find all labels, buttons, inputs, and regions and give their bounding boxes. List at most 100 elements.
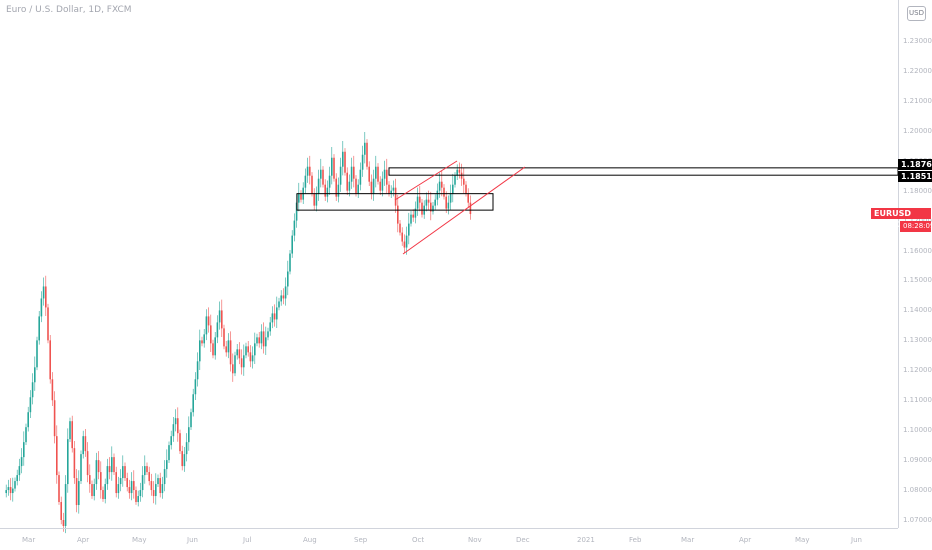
candle-up (166, 460, 168, 470)
candle-down (366, 142, 368, 167)
candle-down (91, 484, 93, 497)
candle-down (89, 475, 91, 485)
candle-up (306, 166, 309, 176)
candle-down (335, 178, 337, 197)
candle-down (368, 166, 370, 182)
candle-down (133, 481, 135, 491)
candle-up (34, 367, 36, 383)
candle-up (194, 379, 197, 395)
time-tick-label: Apr (77, 536, 90, 544)
candle-up (163, 469, 166, 485)
candle-up (269, 322, 271, 332)
candle-down (394, 187, 397, 206)
candle-up (137, 496, 139, 503)
candle-down (273, 313, 276, 320)
candle-up (276, 307, 278, 320)
candle-up (267, 331, 269, 338)
candle-down (344, 151, 346, 173)
candle-up (42, 286, 45, 299)
candle-down (469, 202, 472, 215)
candle-up (199, 340, 201, 362)
time-tick-label: May (795, 536, 810, 544)
candle-up (168, 445, 170, 461)
candle-up (139, 490, 142, 497)
candle-up (183, 454, 186, 467)
candle-up (185, 442, 188, 455)
candle-down (445, 196, 447, 209)
candle-down (221, 310, 223, 329)
candle-up (20, 457, 23, 467)
candle-up (23, 442, 25, 458)
candle-up (295, 202, 298, 221)
candle-down (282, 295, 285, 299)
candle-down (311, 175, 313, 194)
candle-up (192, 394, 194, 413)
price-tick-label: 1.07000 (903, 516, 932, 524)
candle-down (401, 232, 403, 242)
candle-down (240, 358, 243, 368)
candle-up (381, 178, 384, 191)
candle-down (115, 472, 117, 494)
candle-up (337, 184, 340, 197)
price-tick-label: 1.12000 (903, 366, 932, 375)
candle-up (130, 481, 133, 494)
candle-up (298, 193, 300, 203)
candle-up (278, 301, 280, 308)
candle-up (122, 466, 124, 479)
candle-up (408, 223, 410, 236)
candle-down (232, 364, 234, 374)
price-tag-upper: 1.18762 (898, 159, 932, 170)
candle-up (27, 412, 29, 428)
candle-down (49, 340, 51, 380)
candle-up (157, 478, 159, 485)
price-tick-label: 1.21000 (903, 96, 932, 105)
price-tick-label: 1.18000 (903, 186, 932, 195)
candle-down (386, 169, 388, 185)
channel-upper-line[interactable] (394, 160, 458, 201)
channel-lower-line[interactable] (402, 166, 526, 255)
candle-up (29, 397, 32, 413)
candle-up (432, 205, 434, 212)
support-box[interactable] (296, 193, 494, 211)
candle-up (320, 169, 322, 179)
candle-down (465, 184, 467, 194)
candle-down (146, 466, 148, 473)
symbol-price-label: EURUSD 1.17223 (871, 208, 931, 229)
candle-up (405, 235, 408, 248)
candle-up (434, 199, 436, 206)
time-tick-label: Sep (354, 536, 368, 544)
candle-up (390, 190, 392, 194)
resistance-box[interactable] (388, 167, 899, 176)
candle-up (372, 178, 375, 194)
candle-up (291, 235, 293, 254)
candle-down (225, 346, 227, 353)
currency-button[interactable]: USD (907, 6, 926, 21)
candle-down (324, 184, 326, 197)
candle-up (95, 460, 98, 485)
candle-up (364, 142, 366, 155)
candle-up (245, 346, 247, 356)
last-price: 1.17223 (878, 220, 915, 229)
countdown-label: 08:28:09 (900, 221, 932, 232)
time-tick-label: Mar (22, 536, 36, 544)
candle-up (280, 295, 282, 302)
time-tick-label: Mar (681, 536, 695, 544)
candle-up (350, 166, 353, 182)
candlestick-series (5, 131, 472, 534)
price-tag-lower: 1.18517 (898, 171, 932, 182)
candle-down (421, 202, 423, 215)
candle-down (262, 331, 265, 347)
candle-down (181, 451, 183, 467)
time-tick-label: Feb (629, 536, 642, 544)
time-tick-label: Oct (412, 536, 425, 544)
candle-down (258, 337, 260, 344)
candle-down (443, 187, 445, 197)
time-tick-label: Dec (516, 536, 530, 544)
candle-up (82, 436, 84, 455)
price-tick-label: 1.20000 (903, 126, 932, 135)
candle-up (234, 355, 236, 374)
candle-up (188, 427, 190, 443)
candle-down (56, 436, 58, 476)
candle-up (383, 169, 386, 179)
